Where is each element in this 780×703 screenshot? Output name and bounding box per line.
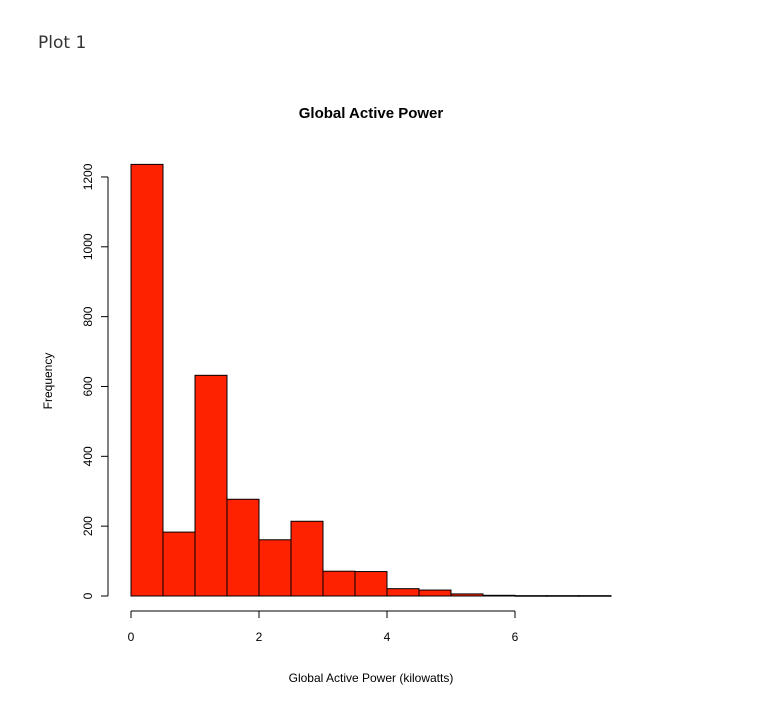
- histogram-bar-8: [386, 588, 420, 597]
- histogram-bar-7: [354, 571, 388, 597]
- histogram-bar-13: [546, 595, 580, 597]
- y-tick-label: 800: [81, 306, 95, 326]
- bars-group: [130, 163, 612, 597]
- histogram-bar-5: [290, 520, 324, 597]
- histogram-bar-0: [130, 163, 164, 597]
- histogram-bar-10: [450, 593, 484, 597]
- y-tick-label: 600: [81, 376, 95, 396]
- x-tick-label: 6: [512, 630, 519, 644]
- y-tick-label: 200: [81, 516, 95, 536]
- x-axis-label: Global Active Power (kilowatts): [289, 671, 454, 685]
- histogram-bar-1: [162, 531, 196, 597]
- y-tick-label: 0: [81, 592, 95, 599]
- histogram-bar-11: [482, 594, 516, 597]
- histogram-bar-4: [258, 539, 292, 597]
- y-tick-label: 1000: [81, 233, 95, 260]
- y-axis-label: Frequency: [41, 353, 55, 410]
- x-axis: 0 2 4 6: [128, 610, 519, 644]
- x-tick-label: 2: [256, 630, 263, 644]
- y-axis: 0 200 400 600 800 1000 1200: [81, 163, 109, 599]
- page-heading: Plot 1: [38, 33, 87, 53]
- y-tick-label: 400: [81, 446, 95, 466]
- histogram-bar-6: [322, 570, 356, 597]
- x-tick-label: 0: [128, 630, 135, 644]
- y-tick-label: 1200: [81, 163, 95, 190]
- histogram-bar-9: [418, 589, 452, 597]
- histogram-bar-2: [194, 374, 228, 597]
- histogram-bar-12: [514, 595, 548, 597]
- chart-title: Global Active Power: [299, 105, 444, 122]
- histogram-bar-3: [226, 498, 260, 597]
- x-tick-label: 4: [384, 630, 391, 644]
- histogram-bar-14: [578, 595, 612, 597]
